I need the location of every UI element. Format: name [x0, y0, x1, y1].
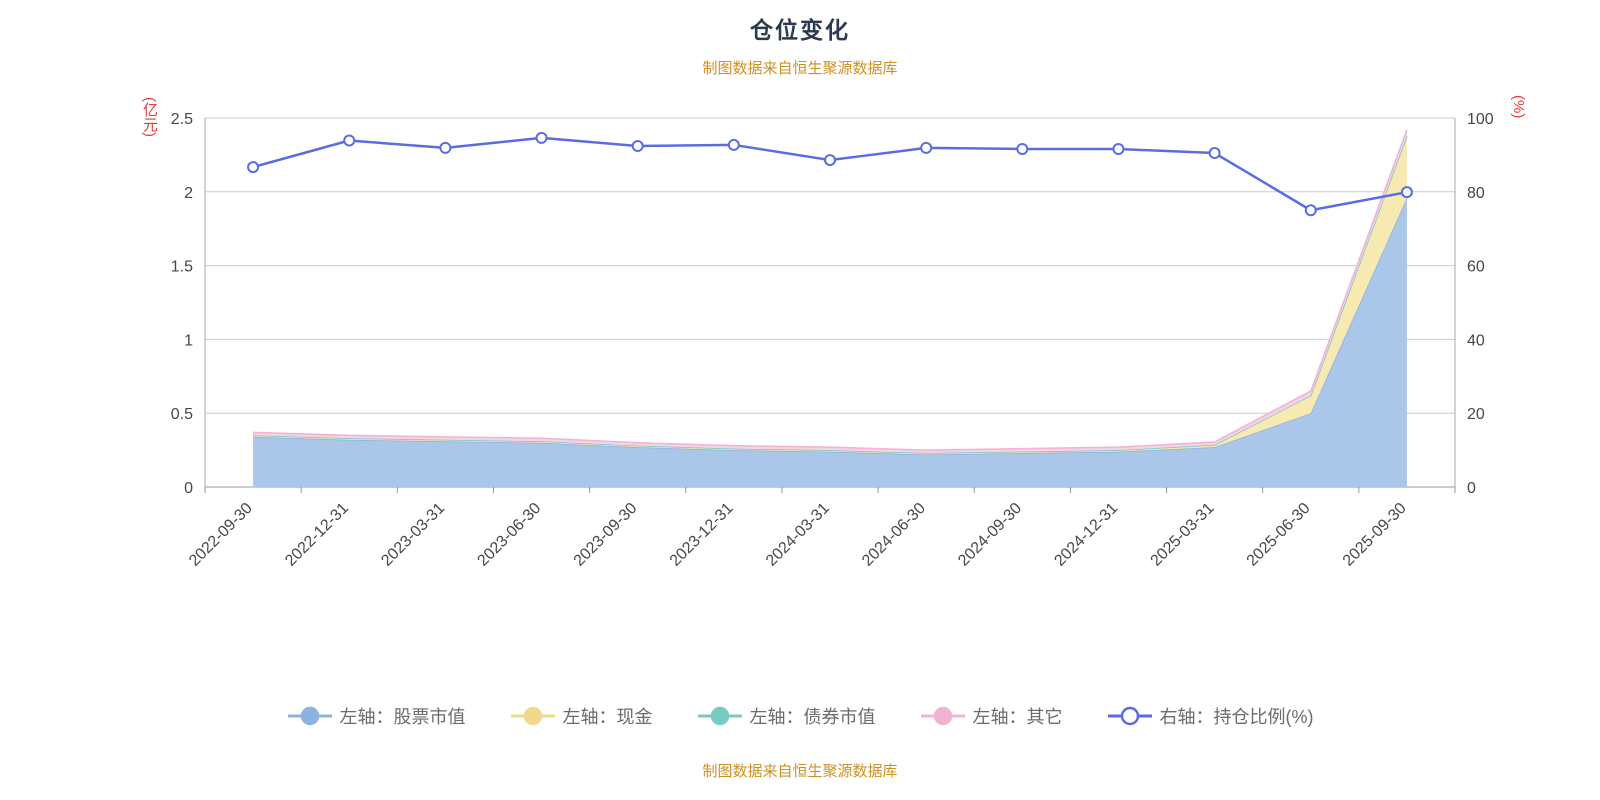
left-axis-tick-label: 2.5: [171, 111, 193, 128]
legend-label: 左轴：其它: [972, 707, 1063, 727]
legend-label: 左轴：现金: [562, 707, 653, 727]
legend-marker-icon: [510, 706, 555, 726]
legend-marker-icon: [920, 706, 965, 726]
x-axis-date-label: 2024-12-31: [1051, 500, 1121, 570]
x-axis-date-label: 2024-09-30: [955, 500, 1025, 570]
chart-legend: 左轴：股票市值 左轴：现金 左轴：债券市值 左轴：其它 右轴：持仓比例(%): [0, 703, 1600, 729]
area-series-edge: [253, 135, 1408, 454]
legend-item-4[interactable]: 左轴：其它: [920, 703, 1063, 729]
legend-item-3[interactable]: 左轴：债券市值: [697, 703, 876, 729]
x-axis-date-label: 2024-03-31: [763, 500, 833, 570]
ratio-line-marker: [1304, 204, 1317, 217]
left-axis-tick-label: 1.5: [171, 259, 193, 276]
legend-label: 右轴：持仓比例(%): [1159, 707, 1314, 727]
left-axis-tick-label: 0: [184, 480, 193, 497]
legend-item-2[interactable]: 左轴：现金: [510, 703, 653, 729]
left-axis-tick-label: 2: [184, 185, 193, 202]
legend-label: 左轴：股票市值: [339, 707, 466, 727]
ratio-line-marker: [1208, 147, 1221, 160]
ratio-line-marker: [535, 131, 548, 144]
x-axis-date-label: 2025-03-31: [1148, 500, 1218, 570]
ratio-line-marker: [1112, 142, 1125, 155]
area-series: [253, 197, 1407, 488]
x-axis-date-label: 2023-03-31: [378, 500, 448, 570]
x-axis-date-label: 2022-09-30: [186, 500, 256, 570]
x-axis-date-label: 2022-12-31: [282, 500, 352, 570]
area-series: [253, 129, 1407, 454]
legend-item-5[interactable]: 右轴：持仓比例(%): [1107, 703, 1314, 729]
ratio-line-marker: [343, 134, 356, 147]
left-axis-tick-label: 0.5: [171, 406, 193, 423]
area-series-edge: [253, 129, 1408, 451]
area-series-edge: [253, 197, 1408, 456]
right-axis-tick-label: 60: [1467, 259, 1485, 276]
position-change-chart: 0 0.5 1 1.5 2 2.5 0 20 40 60 80 100 2022-09-30 2022-1…: [171, 111, 1494, 570]
x-axis-date-label: 2023-09-30: [571, 500, 641, 570]
area-series: [253, 135, 1407, 454]
legend-marker-icon: [287, 706, 332, 726]
legend-item-1[interactable]: 左轴：股票市值: [287, 703, 466, 729]
ratio-line-marker: [247, 161, 260, 174]
page-title: 仓位变化: [750, 17, 850, 43]
ratio-line-marker: [727, 138, 740, 151]
right-axis-tick-label: 40: [1467, 332, 1485, 349]
area-series: [253, 135, 1407, 455]
ratio-line-marker: [439, 141, 452, 154]
x-axis-date-label: 2025-06-30: [1244, 500, 1314, 570]
ratio-line-marker: [920, 141, 933, 154]
x-axis-date-label: 2023-06-30: [474, 500, 544, 570]
ratio-line-marker: [1400, 186, 1413, 199]
ratio-line-marker: [824, 154, 836, 167]
ratio-line-marker: [631, 140, 644, 153]
legend-label: 左轴：债券市值: [749, 707, 876, 727]
chart-footer-source: 制图数据来自恒生聚源数据库: [702, 763, 898, 780]
right-axis-tick-label: 80: [1467, 185, 1485, 202]
x-axis-date-label: 2023-12-31: [667, 500, 737, 570]
left-axis-tick-label: 1: [184, 332, 193, 349]
left-axis-unit-label: (亿元): [141, 97, 158, 137]
ratio-line-marker: [1016, 142, 1029, 155]
right-axis-unit-label: (%): [1510, 95, 1527, 119]
area-series-edge: [253, 135, 1408, 454]
right-axis-tick-label: 20: [1467, 406, 1485, 423]
legend-marker-icon: [1107, 706, 1152, 726]
right-axis-tick-label: 100: [1467, 111, 1494, 128]
ratio-line: [252, 136, 1408, 212]
x-axis-date-label: 2025-09-30: [1340, 500, 1410, 570]
legend-marker-icon: [697, 706, 742, 726]
right-axis-tick-label: 0: [1467, 480, 1476, 497]
x-axis-date-label: 2024-06-30: [859, 500, 929, 570]
chart-subtitle-source: 制图数据来自恒生聚源数据库: [702, 60, 898, 77]
